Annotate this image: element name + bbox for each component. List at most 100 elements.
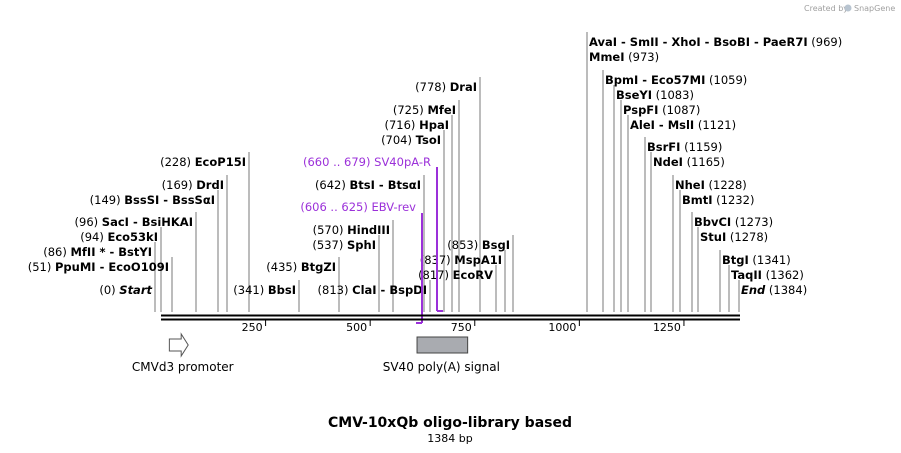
- feature-sv40-poly-a-signal[interactable]: SV40 poly(A) signal: [383, 336, 500, 374]
- site-label[interactable]: StuI (1278): [700, 230, 768, 244]
- site-stui[interactable]: StuI (1278): [700, 230, 768, 244]
- site-mmei[interactable]: MmeI (973): [589, 50, 659, 64]
- site-bbvci[interactable]: BbvCI (1273): [694, 215, 773, 229]
- site-btgzi[interactable]: (435) BtgZI: [266, 260, 336, 274]
- primer-sv40pa-r[interactable]: (660 .. 679) SV40pA-R: [303, 155, 443, 312]
- site-position: (570): [313, 223, 348, 237]
- site-label[interactable]: (96) SacI - BsiHKAI: [75, 215, 193, 229]
- site-bsrfi[interactable]: BsrFI (1159): [647, 140, 722, 154]
- site-mfii[interactable]: (86) MfII * - BstYI: [43, 245, 152, 259]
- site-label[interactable]: (537) SphI: [312, 238, 376, 252]
- site-hindiii[interactable]: (570) HindIII: [313, 223, 390, 237]
- site-name-bmti: BmtI: [682, 193, 713, 207]
- site-bpmi[interactable]: BpmI - Eco57MI (1059): [605, 73, 747, 87]
- site-label[interactable]: AleI - MslI (1121): [630, 118, 736, 132]
- credit-prefix: Created by: [804, 4, 848, 13]
- site-bmti[interactable]: BmtI (1232): [682, 193, 754, 207]
- site-taqii[interactable]: TaqII (1362): [731, 268, 804, 282]
- site-label[interactable]: (435) BtgZI: [266, 260, 336, 274]
- site-position: (725): [393, 103, 428, 117]
- site-name-taqii: TaqII: [731, 268, 762, 282]
- site-label[interactable]: TaqII (1362): [731, 268, 804, 282]
- site-position: (1384): [765, 283, 807, 297]
- site-label[interactable]: (725) MfeI: [393, 103, 456, 117]
- site-ppumi[interactable]: (51) PpuMI - EcoO109I: [28, 260, 169, 274]
- site-name-btgi: BtgI: [722, 253, 749, 267]
- site-label[interactable]: BtgI (1341): [722, 253, 791, 267]
- site-eco53ki[interactable]: (94) Eco53kI: [80, 230, 158, 244]
- site-label[interactable]: BseYI (1083): [616, 88, 694, 102]
- site-label[interactable]: (51) PpuMI - EcoO109I: [28, 260, 169, 274]
- site-drai[interactable]: (778) DraI: [415, 80, 477, 94]
- site-btgi[interactable]: BtgI (1341): [722, 253, 791, 267]
- site-label[interactable]: (0) Start: [99, 283, 152, 297]
- site-pspfi[interactable]: PspFI (1087): [623, 103, 700, 117]
- site-label[interactable]: (341) BbsI: [233, 283, 296, 297]
- site-label[interactable]: (704) TsoI: [381, 133, 441, 147]
- site-ecop15i[interactable]: (228) EcoP15I: [160, 155, 246, 169]
- site-mfei[interactable]: (725) MfeI: [393, 103, 456, 117]
- site-bbsi[interactable]: (341) BbsI: [233, 283, 296, 297]
- site-label[interactable]: (570) HindIII: [313, 223, 390, 237]
- site-nhei[interactable]: NheI (1228): [675, 178, 747, 192]
- tick-label: 250: [242, 321, 263, 334]
- site-label[interactable]: BsrFI (1159): [647, 140, 722, 154]
- primer-label[interactable]: (606 .. 625) EBV-rev: [300, 200, 416, 214]
- site-label[interactable]: (837) MspA1I: [420, 253, 502, 267]
- right-arrow-icon: [168, 332, 189, 358]
- site-sphi[interactable]: (537) SphI: [312, 238, 376, 252]
- cut-site-lines: [154, 32, 740, 312]
- site-hpai[interactable]: (716) HpaI: [385, 118, 450, 132]
- site-bsssi[interactable]: (149) BssSI - BssSαI: [90, 193, 215, 207]
- site-label[interactable]: (642) BtsI - BtsαI: [315, 178, 421, 192]
- feature-cmvd3-promoter[interactable]: CMVd3 promoter: [132, 332, 234, 374]
- site-position: (1159): [680, 140, 722, 154]
- site-bseyi[interactable]: BseYI (1083): [616, 88, 694, 102]
- site-mspa1i[interactable]: (837) MspA1I: [420, 253, 502, 267]
- site-position: (169): [162, 178, 197, 192]
- site-label[interactable]: (813) ClaI - BspDI: [318, 283, 427, 297]
- site-label[interactable]: (149) BssSI - BssSαI: [90, 193, 215, 207]
- features: CMVd3 promoter SV40 poly(A) signal: [132, 332, 500, 374]
- site-ndei[interactable]: NdeI (1165): [653, 155, 725, 169]
- site-drdi[interactable]: (169) DrdI: [162, 178, 224, 192]
- site-label[interactable]: (817) EcoRV: [418, 268, 493, 282]
- site-label[interactable]: PspFI (1087): [623, 103, 700, 117]
- site-label[interactable]: (853) BsgI: [447, 238, 510, 252]
- site-label[interactable]: (228) EcoP15I: [160, 155, 246, 169]
- site-alei[interactable]: AleI - MslI (1121): [630, 118, 736, 132]
- site-ecorv[interactable]: (817) EcoRV: [418, 268, 493, 282]
- site-tsoi[interactable]: (704) TsoI: [381, 133, 441, 147]
- site-name-bsssi: BssSI: [124, 193, 159, 207]
- site-label[interactable]: (778) DraI: [415, 80, 477, 94]
- cut-site-labels: AvaI - SmII - XhoI - BsoBI - PaeR7I (969…: [28, 35, 842, 297]
- primer-ebv-rev[interactable]: (606 .. 625) EBV-rev: [300, 200, 423, 324]
- site-btsi[interactable]: (642) BtsI - BtsαI: [315, 178, 421, 192]
- site-label[interactable]: (169) DrdI: [162, 178, 224, 192]
- site-name-mfei: MfeI: [427, 103, 456, 117]
- site-saci[interactable]: (96) SacI - BsiHKAI: [75, 215, 193, 229]
- site-clai[interactable]: (813) ClaI - BspDI: [318, 283, 427, 297]
- site-avai[interactable]: AvaI - SmII - XhoI - BsoBI - PaeR7I (969…: [589, 35, 842, 49]
- site-name-hindiii: HindIII: [347, 223, 390, 237]
- primer-label[interactable]: (660 .. 679) SV40pA-R: [303, 155, 431, 169]
- site-label[interactable]: (86) MfII * - BstYI: [43, 245, 152, 259]
- site-label[interactable]: MmeI (973): [589, 50, 659, 64]
- axis-tick-1000: 1000: [548, 320, 580, 334]
- site-name-drdi: DrdI: [196, 178, 224, 192]
- site-position: (0): [99, 283, 119, 297]
- site-label[interactable]: NheI (1228): [675, 178, 747, 192]
- site-label[interactable]: NdeI (1165): [653, 155, 725, 169]
- site-label[interactable]: BbvCI (1273): [694, 215, 773, 229]
- site-label[interactable]: BpmI - Eco57MI (1059): [605, 73, 747, 87]
- site-label[interactable]: AvaI - SmII - XhoI - BsoBI - PaeR7I (969…: [589, 35, 842, 49]
- site-label[interactable]: (716) HpaI: [385, 118, 450, 132]
- site-label[interactable]: BmtI (1232): [682, 193, 754, 207]
- site-label[interactable]: End (1384): [741, 283, 807, 297]
- site-position: (1341): [749, 253, 791, 267]
- site-start[interactable]: (0) Start: [99, 283, 152, 297]
- site-name-alei: AleI: [630, 118, 655, 132]
- site-bsgi[interactable]: (853) BsgI: [447, 238, 510, 252]
- site-end[interactable]: End (1384): [741, 283, 807, 297]
- site-label[interactable]: (94) Eco53kI: [80, 230, 158, 244]
